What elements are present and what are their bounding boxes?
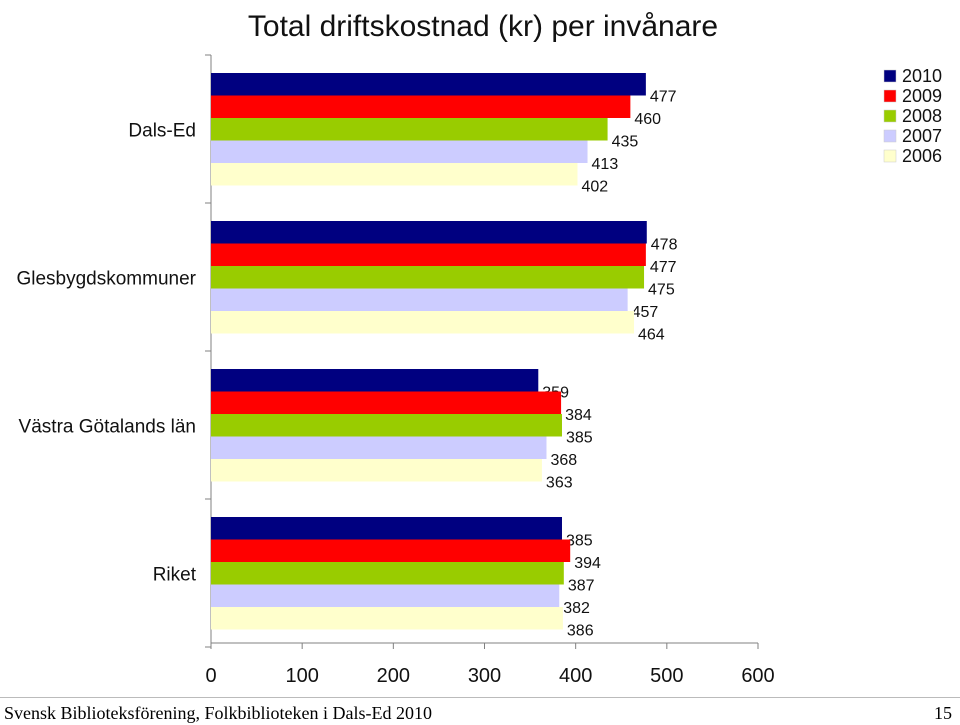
x-tick-label: 100 [285,665,318,687]
bar [211,459,542,482]
x-tick-label: 200 [377,665,410,687]
data-label: 385 [566,532,593,549]
data-label: 478 [651,236,678,253]
legend-swatch [883,129,897,143]
data-label: 475 [648,281,675,298]
legend-label: 2008 [902,106,942,126]
category-label: Glesbygdskommuner [16,268,196,289]
data-label: 477 [650,259,677,276]
bar [211,311,635,334]
chart-title: Total driftskostnad (kr) per invånare [247,10,719,43]
footer-divider [0,697,960,698]
bar [211,369,539,392]
x-tick-label: 400 [559,665,592,687]
bar [211,243,646,266]
legend-swatch [883,69,897,83]
data-label: 394 [574,555,601,572]
data-label: 460 [634,111,661,128]
x-tick-label: 0 [205,665,216,687]
legend-label: 2010 [902,66,942,86]
data-label: 385 [566,429,593,446]
bar [211,539,571,562]
bar [211,584,560,607]
bar [211,118,608,141]
footer-source: Svensk Biblioteksförening, Folkbibliotek… [4,703,432,723]
bar [211,288,628,311]
data-label: 368 [550,452,577,469]
x-tick-label: 300 [468,665,501,687]
page-number: 15 [934,703,952,723]
bar [211,73,646,96]
bar [211,414,562,437]
category-label: Västra Götalands län [19,416,196,437]
data-label: 386 [567,622,594,639]
legend-swatch [883,89,897,103]
x-tick-label: 600 [741,665,774,687]
bar [211,562,564,585]
data-label: 477 [650,88,677,105]
legend-label: 2006 [902,146,942,166]
legend-label: 2009 [902,86,942,106]
bar [211,391,562,414]
legend-swatch [883,109,897,123]
bar [211,140,588,163]
category-label: Riket [153,564,197,585]
bar [211,266,645,289]
x-tick-label: 500 [650,665,683,687]
bar [211,221,647,244]
data-label: 387 [568,577,595,594]
data-label: 384 [565,407,592,424]
data-label: 435 [612,133,639,150]
bar [211,517,562,540]
data-label: 464 [638,326,665,343]
bar [211,607,563,630]
category-label: Dals-Ed [128,120,196,141]
data-label: 402 [581,178,608,195]
bar [211,436,547,459]
bar-chart: 0 100 200 300 400 500 600 477 460 435 413 402 Dals-E… [16,54,942,687]
legend-label: 2007 [902,126,942,146]
data-label: 413 [592,156,619,173]
data-label: 457 [632,304,659,321]
data-label: 382 [563,600,590,617]
bar [211,95,631,118]
bar [211,163,578,186]
data-label: 363 [546,474,573,491]
legend-swatch [883,149,897,163]
